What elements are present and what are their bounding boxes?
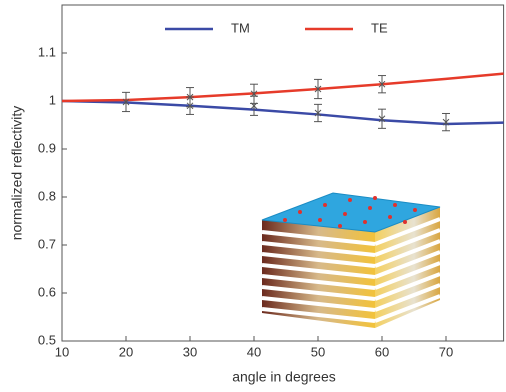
- error-bar: [378, 108, 386, 129]
- x-tick-label: 40: [247, 344, 261, 359]
- structure-illustration: [261, 192, 441, 328]
- x-tick-label: 50: [311, 344, 325, 359]
- x-tick-label: 60: [375, 344, 389, 359]
- error-bar: [186, 87, 194, 108]
- x-tick-label: 30: [183, 344, 197, 359]
- plot-frame: [61, 4, 505, 342]
- legend-label: TM: [231, 20, 250, 35]
- y-tick-label: 1.1: [38, 44, 56, 59]
- x-tick-label: 20: [119, 344, 133, 359]
- legend-label: TE: [371, 20, 388, 35]
- error-bar: [314, 103, 322, 123]
- x-tick-label: 70: [439, 344, 453, 359]
- y-tick-label: 0.8: [38, 188, 56, 203]
- y-axis-label: normalized reflectivity: [9, 106, 25, 241]
- line: [61, 99, 504, 126]
- error-bar: [250, 83, 258, 104]
- x-tick-label: 10: [55, 344, 69, 359]
- y-tick-label: 0.5: [38, 332, 56, 347]
- x-axis-label: angle in degrees: [232, 369, 336, 385]
- y-tick-label: 0.6: [38, 284, 56, 299]
- error-bar: [314, 78, 322, 100]
- y-tick-label: 0.9: [38, 140, 56, 155]
- line: [61, 72, 504, 103]
- y-tick-label: 0.7: [38, 236, 56, 251]
- error-bar: [442, 112, 450, 132]
- y-tick-label: 1: [49, 92, 56, 107]
- error-bar: [378, 75, 386, 94]
- error-bar: [122, 91, 130, 113]
